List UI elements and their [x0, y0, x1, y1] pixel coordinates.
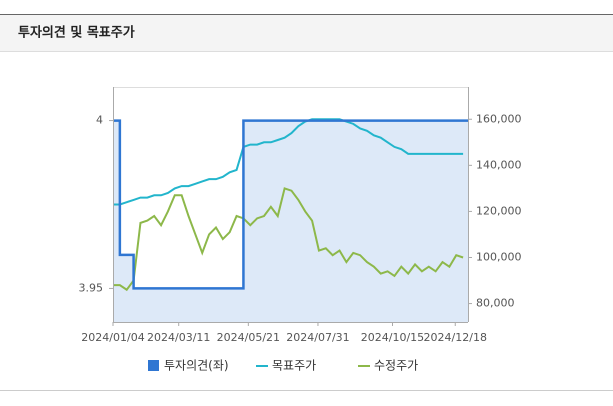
- x-tick-label: 2024/05/21: [217, 331, 280, 344]
- x-tick-label: 2024/07/31: [286, 331, 349, 344]
- x-tick-label: 2024/03/11: [147, 331, 210, 344]
- series-line: [113, 118, 464, 206]
- y-tick-label: 3.95: [79, 281, 104, 294]
- y2-tick-label: 160,000: [476, 112, 522, 125]
- legend-swatch: [148, 360, 159, 371]
- legend-label: 목표주가: [272, 359, 316, 373]
- x-tick-label: 2024/01/04: [81, 331, 144, 344]
- y2-tick-label: 80,000: [476, 297, 515, 310]
- y2-tick-label: 120,000: [476, 204, 522, 217]
- x-tick-label: 2024/10/15: [361, 331, 424, 344]
- y2-tick-label: 140,000: [476, 158, 522, 171]
- chart-title: 투자의견 및 목표주가: [18, 25, 135, 41]
- y-tick-label: 4: [96, 114, 103, 127]
- area: [113, 120, 468, 322]
- series-line: [113, 119, 468, 290]
- header-bar: [0, 15, 613, 51]
- series-line: [113, 187, 464, 292]
- legend-label: 투자의견(좌): [164, 359, 229, 373]
- y2-tick-label: 100,000: [476, 250, 522, 263]
- legend-label: 수정주가: [374, 359, 418, 373]
- x-tick-label: 2024/12/18: [424, 331, 487, 344]
